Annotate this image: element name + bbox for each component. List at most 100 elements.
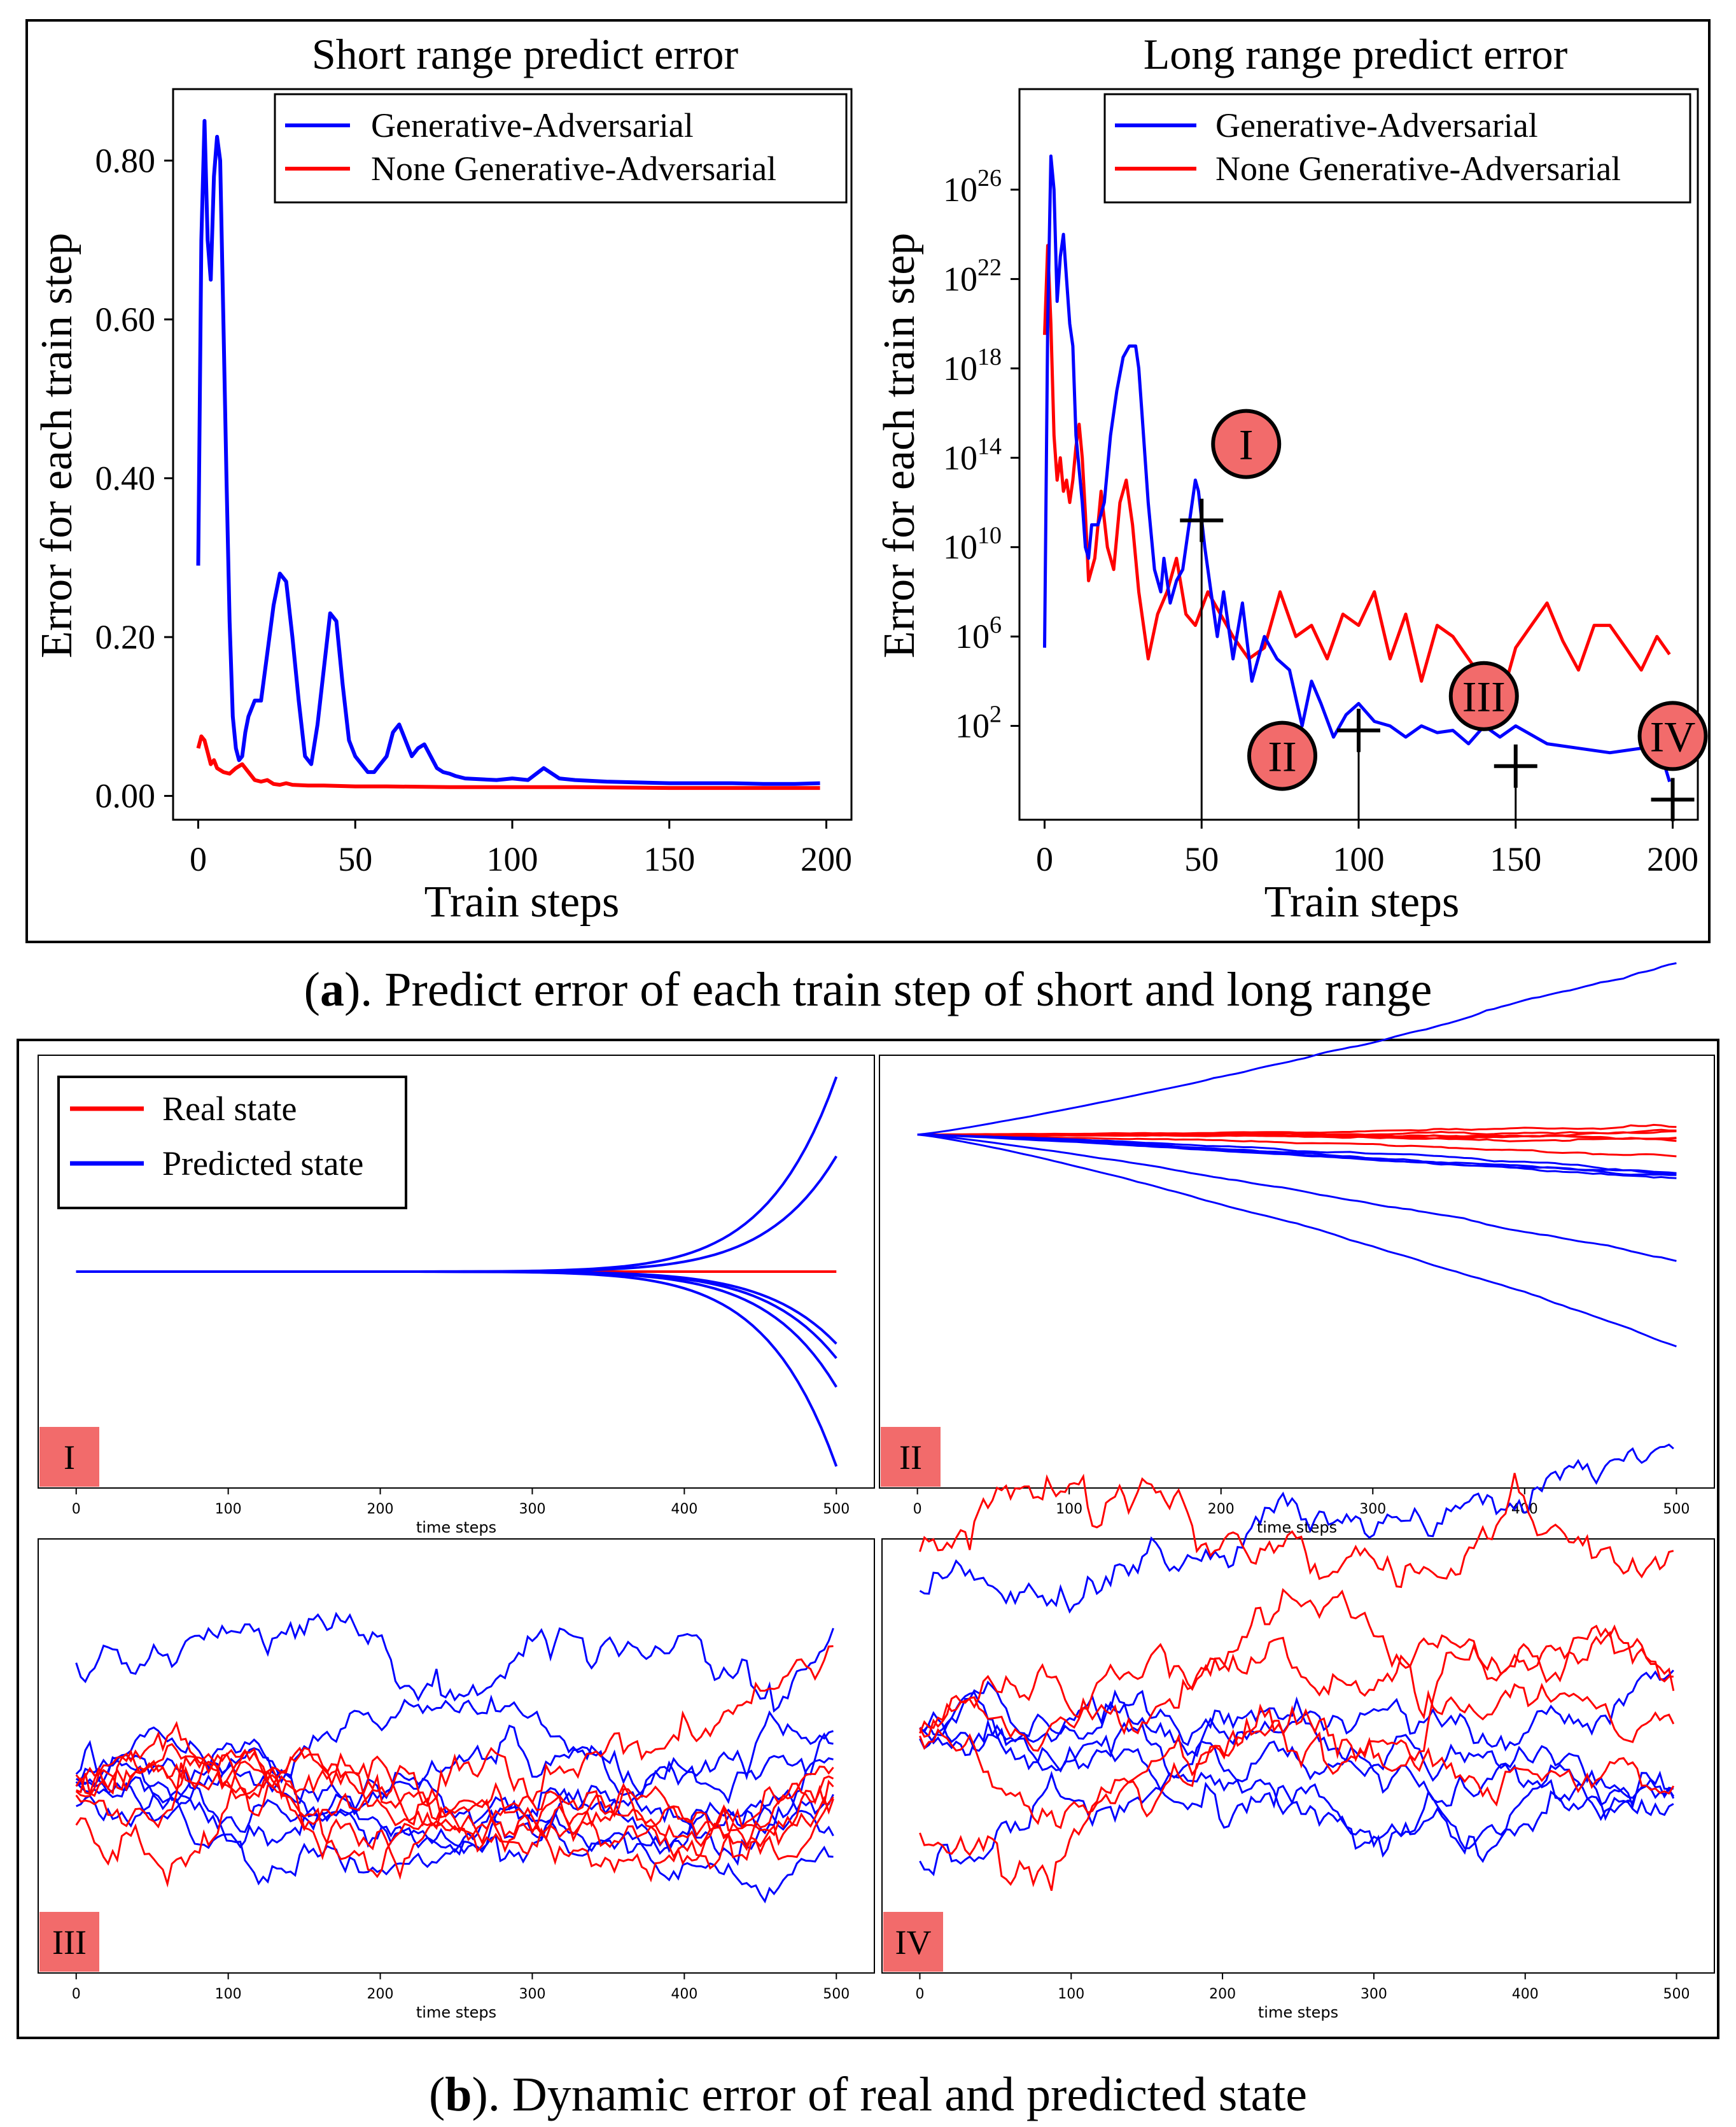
short-chart-title: Short range predict error <box>312 30 739 78</box>
subplot-III-line <box>75 1611 834 1713</box>
subplot-IV-line <box>919 1473 1674 1589</box>
subplot-IV-line <box>919 1692 1674 1850</box>
subplot-xtick-label: 500 <box>1663 1986 1690 2002</box>
subplot-xtick-label: 100 <box>1058 1986 1084 2002</box>
state-legend-label-pred: Predicted state <box>162 1144 363 1183</box>
subplot-III-line <box>75 1724 834 1850</box>
subplot-xtick-label: 500 <box>823 1501 850 1517</box>
short-range-chart: Short range predict error Train steps Er… <box>32 30 853 927</box>
subplot-xtick-label: 0 <box>913 1501 922 1517</box>
long-xtick-label: 50 <box>1184 840 1219 878</box>
marker-badge-label: III <box>1462 673 1506 721</box>
state-legend-box <box>57 1076 407 1209</box>
subplot-badge-label: III <box>52 1923 87 1962</box>
short-series-line <box>196 118 820 786</box>
subplot-IV-line <box>919 1703 1675 1892</box>
subplot-x-axis-label: time steps <box>416 1519 496 1536</box>
marker-badge-circle <box>1448 661 1519 731</box>
panel-b-frame <box>17 1039 1719 2039</box>
subplot-IV-line <box>919 1718 1675 1864</box>
subplot-II-line <box>917 1133 1677 1141</box>
subplot-IV-line <box>919 1588 1674 1736</box>
long-legend-label-gan: Generative-Adversarial <box>1215 106 1538 144</box>
short-ytick-label: 0.00 <box>95 777 156 815</box>
subplot-II: 0 100 200 300 400 500 time steps II <box>879 962 1715 1536</box>
short-legend-label-nogan: None Generative-Adversarial <box>371 150 776 188</box>
subplot-xtick-label: 200 <box>367 1501 394 1517</box>
long-xtick-label: 200 <box>1647 840 1698 878</box>
subplot-badge <box>39 1912 99 1972</box>
subplot-II-line <box>917 1134 1677 1175</box>
subplot-xtick-label: 300 <box>1359 1501 1386 1517</box>
subplot-xtick-label: 100 <box>215 1501 242 1517</box>
subplot-xtick-label: 0 <box>915 1986 924 2002</box>
subplot-III-line <box>75 1746 834 1883</box>
subplot-xtick-label: 400 <box>671 1986 697 2002</box>
caption-b-label: b <box>445 2068 472 2121</box>
subplot-badge <box>39 1427 99 1487</box>
subplot-badge-label: IV <box>895 1923 932 1962</box>
long-xtick-label: 150 <box>1490 840 1541 878</box>
short-x-axis-label: Train steps <box>424 878 620 927</box>
panel-a-frame <box>25 19 1711 943</box>
subplot-xtick-label: 100 <box>1056 1501 1082 1517</box>
subplot-IV-line <box>919 1631 1675 1829</box>
short-ticks: 0 50 100 150 200 0.00 0.20 0.40 0.60 0.80 <box>95 141 853 878</box>
subplot-badge-label: I <box>64 1438 75 1477</box>
marker-badge-circle <box>1637 701 1708 771</box>
long-xtick-label: 0 <box>1036 840 1053 878</box>
short-xtick-label: 50 <box>338 840 372 878</box>
short-xtick-label: 150 <box>643 840 695 878</box>
subplot-badge-label: II <box>899 1438 922 1477</box>
subplot-I: 0 100 200 300 400 500 time steps I <box>38 1055 875 1536</box>
long-xtick-label: 100 <box>1333 840 1385 878</box>
long-legend-box <box>1103 93 1691 204</box>
short-ytick-label: 0.80 <box>95 141 156 179</box>
short-legend-box <box>274 93 848 204</box>
state-legend: Real state Predicted state <box>57 1076 407 1209</box>
subplot-IV: 0 100 200 300 400 500 time steps IV <box>881 1443 1715 2021</box>
subplot-III: 0 100 200 300 400 500 time steps III <box>38 1538 875 2021</box>
subplot-xtick-label: 100 <box>215 1986 242 2002</box>
subplot-IV-line <box>919 1443 1674 1614</box>
subplot-IV-line <box>919 1690 1675 1812</box>
long-chart-title: Long range predict error <box>1144 30 1568 78</box>
caption-a-label: a <box>320 963 344 1016</box>
subplot-frame <box>38 1538 875 1974</box>
subplot-xtick-label: 300 <box>1361 1986 1387 2002</box>
subplot-x-axis-label: time steps <box>416 2004 496 2021</box>
long-series-line <box>1043 154 1671 783</box>
long-legend-label-nogan: None Generative-Adversarial <box>1215 150 1621 188</box>
subplot-badge <box>881 1427 941 1487</box>
long-range-chart: Long range predict error Train steps Err… <box>875 30 1708 927</box>
subplot-xtick-label: 300 <box>519 1986 545 2002</box>
subplot-II-line <box>917 1134 1677 1262</box>
subplot-xtick-label: 300 <box>519 1501 545 1517</box>
subplot-xtick-label: 200 <box>1209 1986 1236 2002</box>
subplot-xtick-label: 0 <box>72 1986 81 2002</box>
subplot-xtick-label: 200 <box>1208 1501 1235 1517</box>
subplot-x-axis-label: time steps <box>1258 2004 1338 2021</box>
subplot-III-line <box>75 1645 834 1841</box>
subplot-III-line <box>75 1760 834 1879</box>
subplot-xtick-label: 500 <box>1663 1501 1690 1517</box>
long-ytick-label: 1026 <box>943 165 1002 209</box>
short-lines <box>196 118 820 790</box>
short-xtick-label: 0 <box>190 840 207 878</box>
subplot-xtick-label: 500 <box>823 1986 850 2002</box>
short-series-line <box>196 734 820 790</box>
subplot-xtick-label: 400 <box>671 1501 697 1517</box>
caption-b-text: ). Dynamic error of real and predicted s… <box>472 2068 1307 2121</box>
short-ytick-label: 0.20 <box>95 618 156 656</box>
subplot-III-line <box>76 1757 834 1886</box>
subplot-III-line <box>75 1743 834 1862</box>
subplot-III-line <box>75 1694 834 1799</box>
short-legend: Generative-Adversarial None Generative-A… <box>274 93 848 204</box>
subplot-II-line <box>917 1134 1677 1179</box>
marker-badge-label: I <box>1239 421 1254 469</box>
subplot-III-line <box>75 1732 834 1855</box>
subplot-IV-line <box>919 1636 1675 1752</box>
long-y-axis-label: Error for each train step <box>875 233 924 659</box>
subplot-xtick-label: 400 <box>1511 1501 1538 1517</box>
